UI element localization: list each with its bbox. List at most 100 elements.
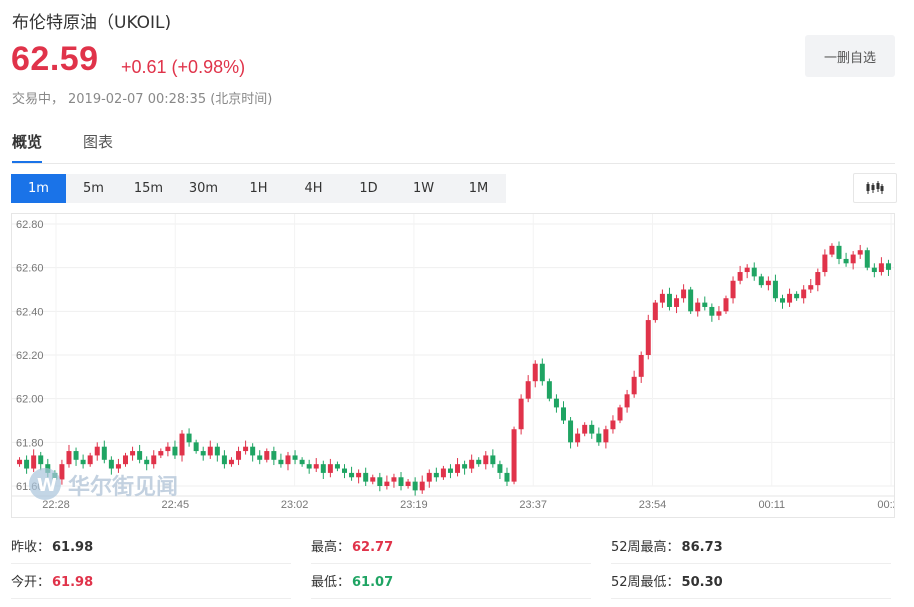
candle-body [31, 455, 37, 469]
candle-body [94, 446, 100, 456]
period-4h[interactable]: 4H [304, 181, 323, 196]
candle-body [751, 267, 757, 277]
candle-body [723, 298, 729, 312]
candle-body [476, 459, 482, 465]
candle-body [765, 280, 771, 286]
candle-body [108, 459, 114, 469]
candle-body [207, 446, 213, 456]
candle-body [440, 468, 446, 478]
tab-chart[interactable]: 图表 [83, 133, 114, 151]
candle-body [780, 298, 785, 303]
candle-body [405, 481, 411, 486]
candle-body [871, 267, 877, 273]
period-selector: 1m 5m 15m 30m 1H 4H 1D 1W 1M [11, 174, 506, 203]
candle-body [716, 311, 722, 316]
candle-body [17, 459, 23, 465]
candle-body [631, 376, 637, 395]
tab-bar: 概览 图表 [12, 128, 895, 164]
candle-body [666, 293, 672, 307]
y-tick-label: 62.60 [16, 263, 44, 275]
candle-body [617, 407, 623, 421]
candle-body [299, 459, 305, 465]
candle-body [850, 254, 856, 264]
candle-body [490, 455, 496, 465]
watermark-logo: W 华尔街见闻 [29, 468, 178, 500]
candlestick-icon [866, 181, 884, 194]
candle-body [610, 420, 616, 430]
y-tick-label: 62.80 [16, 219, 44, 231]
period-1d[interactable]: 1D [359, 181, 378, 196]
y-tick-label: 62.20 [16, 350, 44, 362]
price-chart[interactable]: 62.8062.6062.4062.2062.0061.8061.6022:28… [11, 213, 895, 518]
candle-body [624, 394, 630, 408]
candle-body [864, 250, 870, 268]
stat-open: 今开： 61.98 [11, 571, 291, 599]
x-tick-label: 23:19 [400, 499, 428, 511]
candle-body [462, 464, 468, 469]
candle-body [285, 455, 291, 465]
candle-body [822, 254, 828, 273]
candle-body [518, 398, 524, 430]
candle-body [426, 472, 432, 482]
remove-watchlist-button[interactable]: 一删自选 [805, 35, 895, 77]
candle-body [532, 363, 538, 382]
svg-text:W: W [37, 475, 57, 496]
candle-body [186, 433, 192, 443]
stat-prev-close: 昨收： 61.98 [11, 536, 291, 564]
candle-body [772, 280, 778, 299]
candle-body [702, 302, 708, 307]
candle-body [645, 320, 651, 355]
candle-body [511, 429, 517, 482]
candle-body [561, 407, 566, 421]
candle-body [172, 446, 178, 456]
candle-body [539, 363, 545, 382]
x-tick-label: 23:54 [639, 499, 667, 511]
period-30m[interactable]: 30m [188, 181, 219, 196]
last-price: 62.59 [11, 40, 99, 78]
candle-body [398, 477, 404, 486]
candle-body [681, 289, 687, 299]
x-tick-label: 00:11 [758, 499, 785, 511]
candle-body [744, 267, 750, 273]
period-1mo[interactable]: 1M [468, 181, 489, 196]
candle-body [575, 433, 581, 443]
period-1m[interactable]: 1m [11, 174, 66, 203]
candle-body [419, 481, 425, 491]
candle-body [130, 451, 136, 456]
candle-body [179, 433, 185, 456]
period-15m[interactable]: 15m [133, 181, 164, 196]
tab-overview[interactable]: 概览 [12, 131, 43, 163]
y-tick-label: 62.00 [16, 394, 44, 406]
candle-body [553, 398, 559, 408]
candle-body [589, 424, 595, 434]
stat-52w-high: 52周最高： 86.73 [611, 536, 891, 564]
candle-body [709, 306, 715, 316]
candle-body [469, 459, 475, 469]
period-1w[interactable]: 1W [412, 181, 435, 196]
chart-type-button[interactable] [853, 173, 897, 203]
x-tick-label: 23:37 [519, 499, 547, 511]
candle-body [87, 455, 93, 465]
candle-body [737, 272, 743, 281]
candle-body [158, 451, 164, 456]
price-change: +0.61 (+0.98%) [121, 57, 246, 77]
candle-body [801, 289, 807, 299]
candle-body [568, 420, 574, 443]
candle-body [59, 464, 65, 480]
candle-body [137, 451, 143, 460]
x-tick-label: 23:02 [281, 499, 309, 511]
candle-body [659, 293, 665, 303]
candle-body [306, 464, 312, 469]
candle-body [356, 472, 362, 478]
candle-body [433, 472, 439, 478]
candle-body [327, 464, 333, 473]
period-1h[interactable]: 1H [249, 181, 268, 196]
trade-status: 交易中， 2019-02-07 00:28:35 (北京时间) [12, 88, 272, 107]
candle-body [257, 455, 263, 460]
candle-body [688, 289, 694, 312]
instrument-title: 布伦特原油（UKOIL) [12, 13, 172, 33]
candle-body [829, 245, 835, 255]
period-5m[interactable]: 5m [83, 181, 104, 196]
candle-body [264, 451, 270, 460]
candle-body [250, 446, 256, 456]
